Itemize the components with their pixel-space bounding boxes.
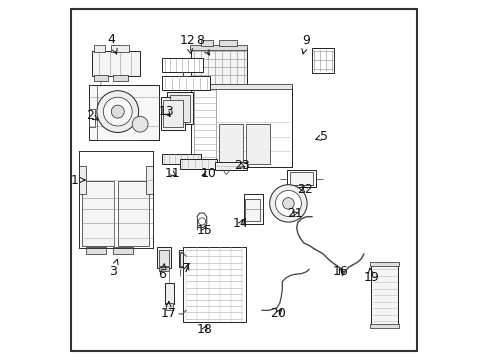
Circle shape [275,190,301,216]
Bar [370,324,398,328]
Circle shape [269,185,306,222]
Bar [191,85,291,167]
Bar [219,40,237,46]
Bar [118,181,149,246]
Bar [111,45,129,52]
Bar [244,199,259,221]
Bar [191,84,291,89]
Bar [180,253,193,266]
Bar [289,172,312,185]
Text: 20: 20 [269,307,285,320]
Text: 7: 7 [183,262,190,275]
Circle shape [132,116,148,132]
Text: 16: 16 [332,265,348,278]
Bar [94,75,108,81]
Circle shape [282,198,294,209]
Text: 13: 13 [158,105,174,118]
Bar [145,166,152,194]
Text: 1: 1 [70,174,85,186]
Text: 5: 5 [315,130,327,143]
Bar [79,151,152,248]
Bar [91,51,140,76]
Bar [79,166,86,194]
Bar [161,97,185,130]
Bar [370,262,398,266]
Bar [157,247,171,268]
Bar [182,247,245,322]
Text: 11: 11 [164,167,180,180]
Bar [167,92,193,124]
Circle shape [103,97,132,126]
Bar [219,124,242,164]
Text: 18: 18 [197,323,212,336]
Bar [159,250,168,266]
Bar [89,109,95,127]
Bar [164,283,173,304]
Text: 21: 21 [286,207,302,220]
Text: 4: 4 [107,33,117,54]
Bar [113,247,133,254]
Bar [163,100,183,127]
Text: 2: 2 [86,109,98,122]
Bar [81,181,114,246]
Bar [191,48,246,87]
Text: 23: 23 [233,159,249,172]
Bar [200,40,213,46]
Text: 9: 9 [301,34,310,54]
Bar [190,45,247,50]
Bar [162,154,200,164]
Text: 6: 6 [158,264,166,281]
Bar [89,85,159,140]
Text: 8: 8 [196,34,209,55]
Text: 15: 15 [196,224,212,237]
Bar [169,95,190,122]
Text: 17: 17 [160,301,176,320]
Text: 10: 10 [200,167,216,180]
Bar [86,247,106,254]
Text: 3: 3 [109,259,118,278]
Bar [159,267,168,271]
Bar [162,76,210,90]
Circle shape [97,91,139,132]
Text: 19: 19 [363,268,378,284]
Bar [179,250,195,267]
Bar [215,162,246,170]
Bar [113,75,127,81]
Bar [370,265,397,325]
Bar [179,159,217,169]
Bar [162,58,203,72]
Bar [94,45,104,52]
Text: 14: 14 [233,217,248,230]
Bar [246,124,269,164]
Text: 12: 12 [180,34,195,54]
Bar [244,194,262,224]
Bar [311,48,333,73]
Bar [286,170,315,187]
Circle shape [111,105,124,118]
Text: 22: 22 [297,183,312,195]
Bar [165,303,172,310]
